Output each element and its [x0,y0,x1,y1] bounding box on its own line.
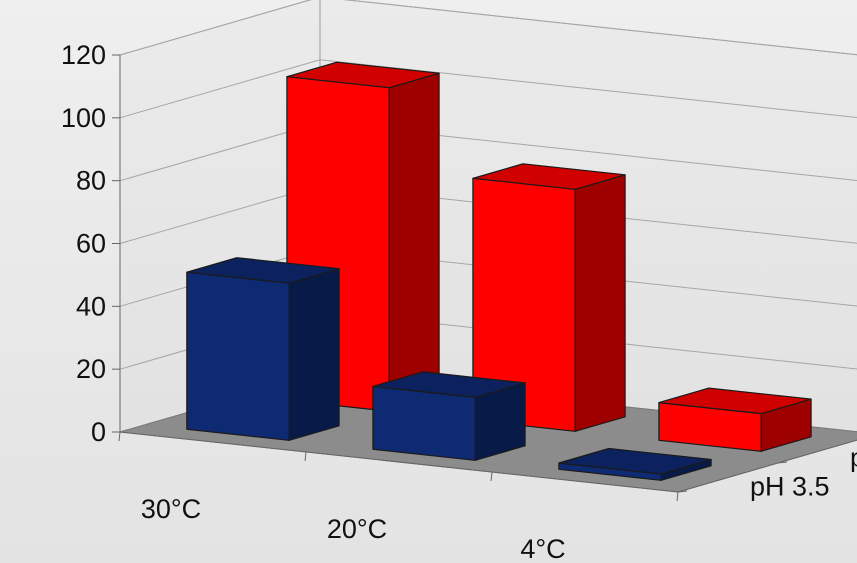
x-tick-mark [304,451,307,462]
category-label: 30°C [141,494,201,524]
bar-front-face [372,385,476,461]
gridline [119,59,857,119]
bar-top-face [286,61,440,89]
series-label: pH 3 [850,443,857,473]
gridline [119,0,857,56]
depth-tick-mark [777,461,788,464]
y-tick-label: 120 [61,40,106,70]
bar-side-face [288,268,340,441]
bar-top-face [472,163,626,190]
category-label: 20°C [327,514,387,544]
bar-side-face [388,72,440,412]
bar-top-face [186,257,340,284]
bar-top-face [658,387,812,415]
bar [558,447,712,481]
bar [658,387,812,452]
bar-top-face [372,371,526,398]
bar-top-face [558,447,712,475]
category-label: 4°C [520,534,565,563]
x-tick-mark [490,471,493,482]
bar-front-face [186,271,290,441]
y-tick-label: 20 [76,354,106,384]
bar-side-face [574,174,626,432]
y-tick-label: 0 [91,417,106,447]
x-axis-line [119,431,679,493]
y-tick-label: 40 [76,291,106,321]
bar [472,163,626,432]
x-tick-mark [676,491,679,502]
depth-tick-mark [677,490,688,493]
y-tick-label: 100 [61,103,106,133]
x-tick-mark [118,431,121,442]
bar [372,371,526,461]
y-tick-label: 60 [76,229,106,259]
bar [186,257,340,441]
series-label: pH 3.5 [750,472,830,502]
y-tick-label: 80 [76,166,106,196]
